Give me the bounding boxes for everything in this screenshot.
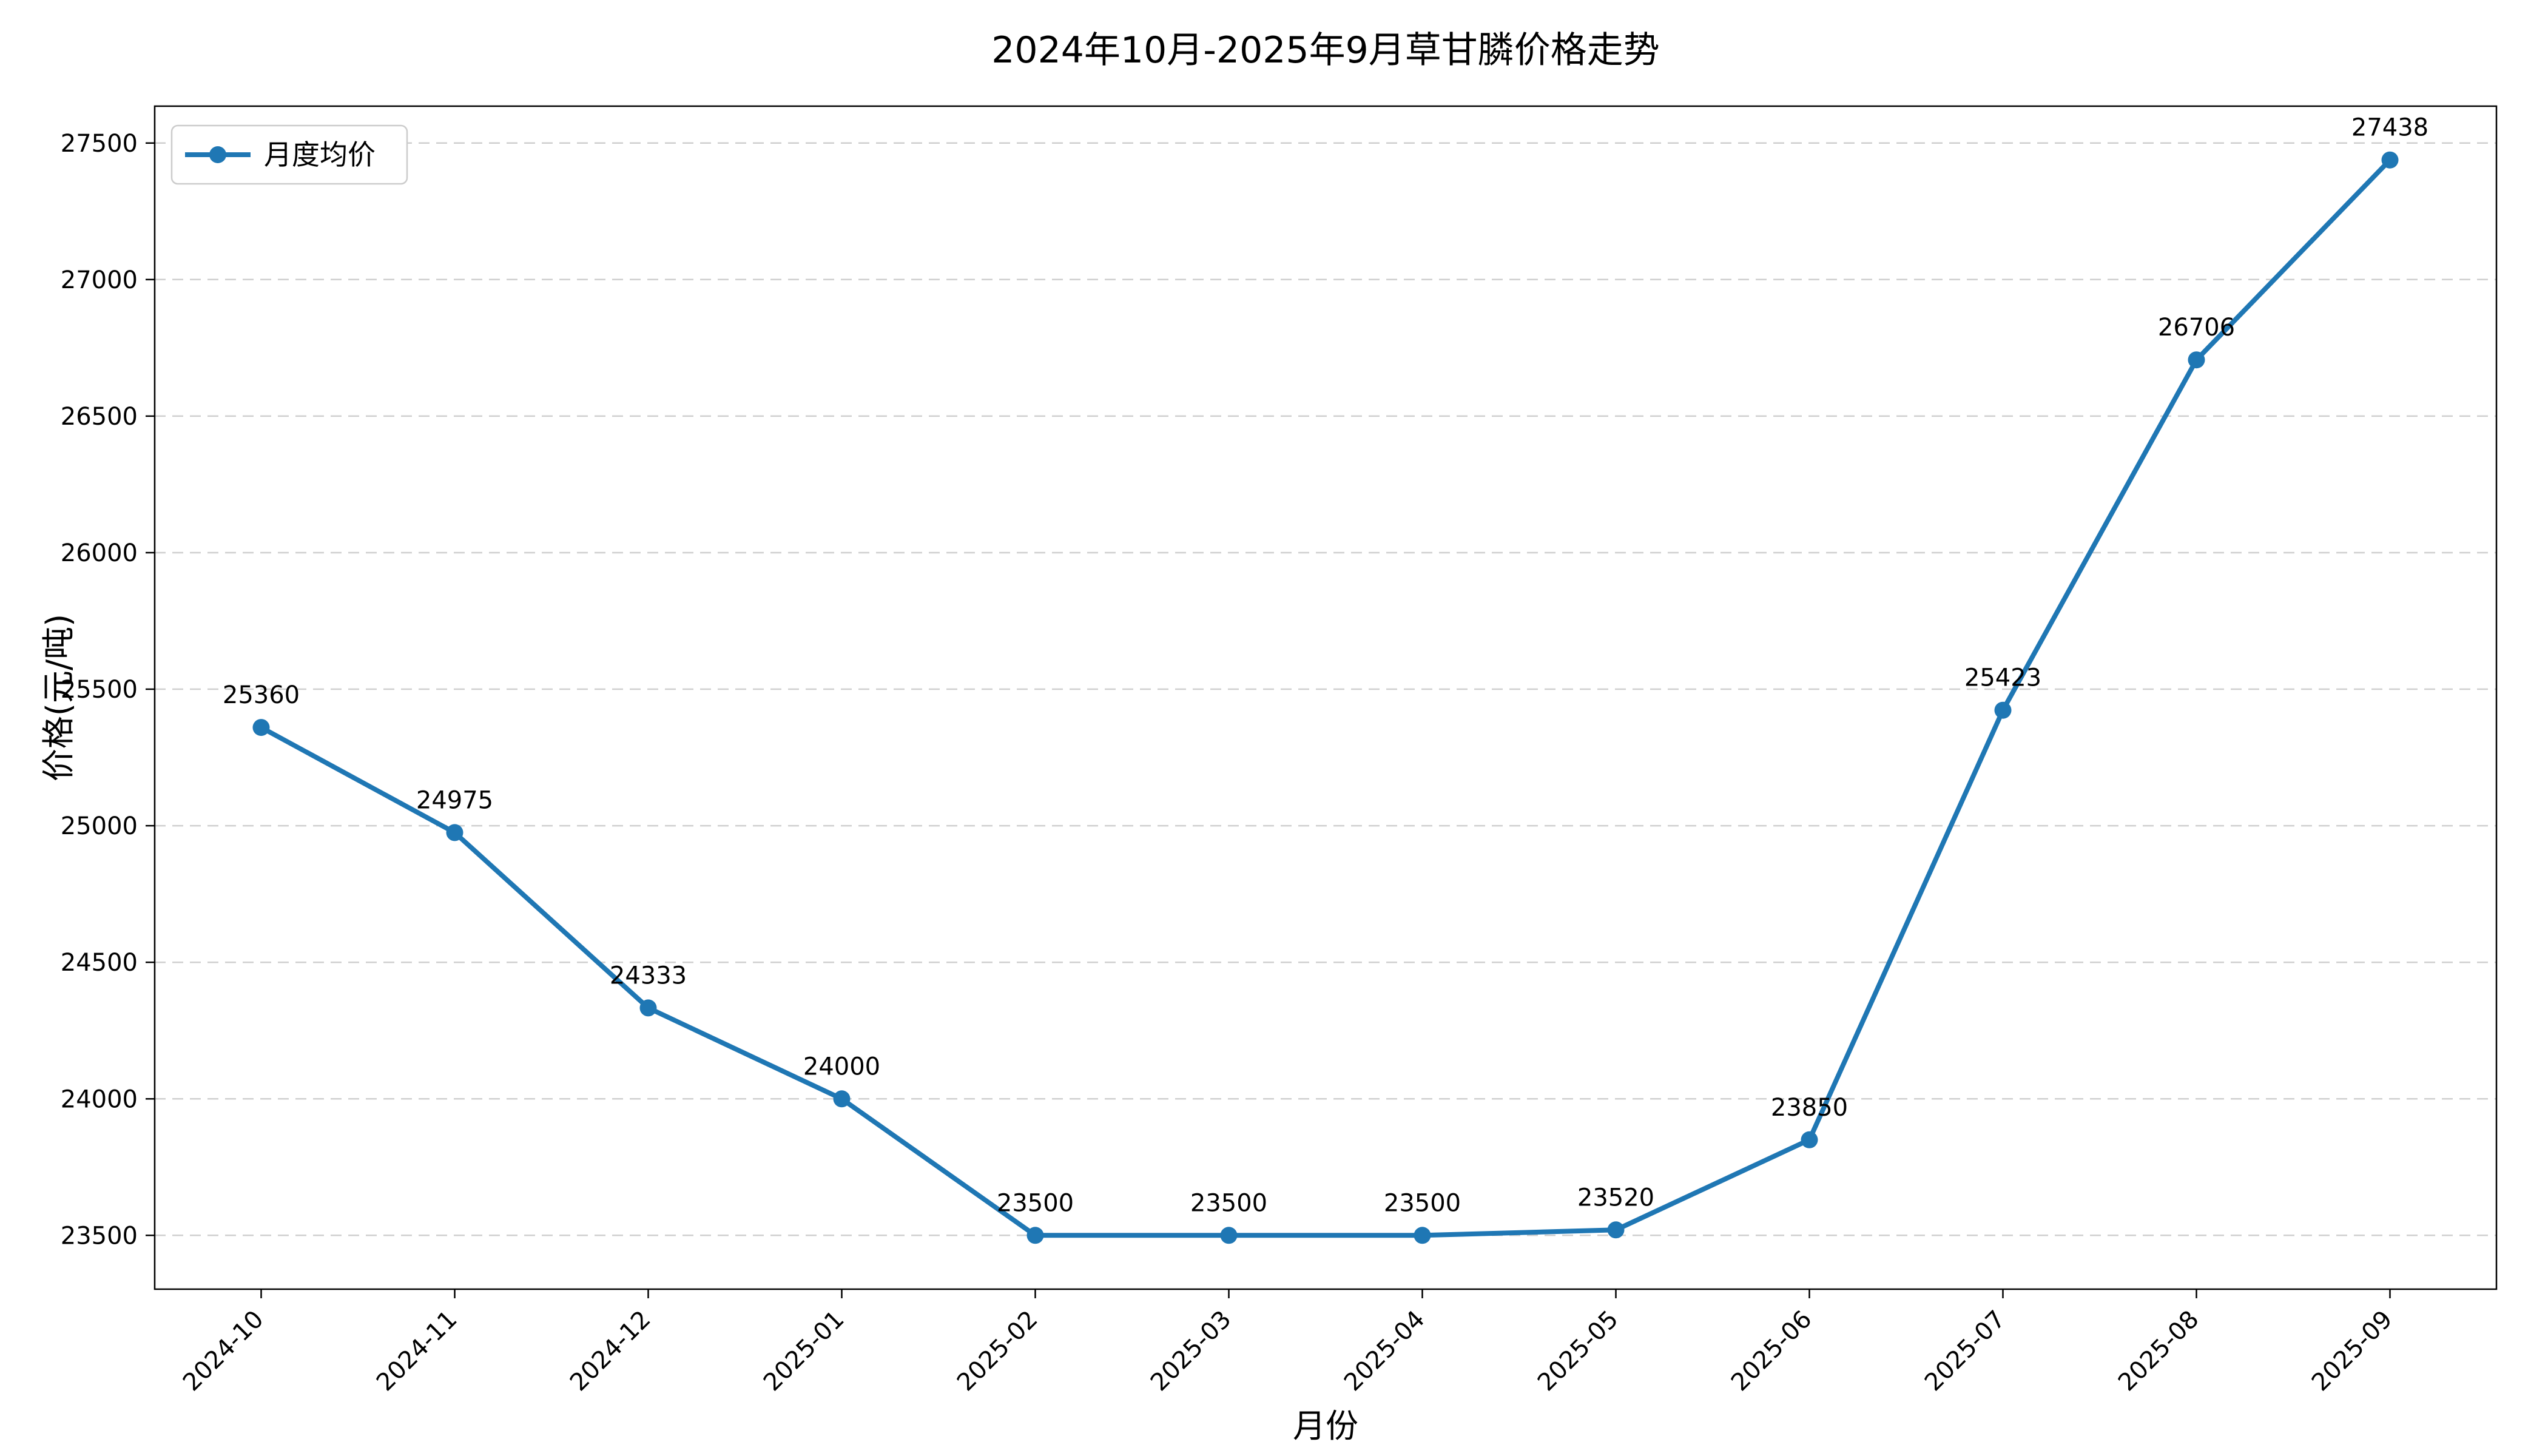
point-value-label: 27438 bbox=[2351, 114, 2428, 142]
y-axis-ticks: 23500 24000 24500 25000 25500 26000 26500 27000… bbox=[61, 130, 155, 1250]
data-point bbox=[2188, 351, 2205, 369]
data-point bbox=[1026, 1227, 1044, 1244]
point-value-label: 26706 bbox=[2158, 314, 2235, 342]
y-tick-label: 23500 bbox=[61, 1222, 138, 1250]
data-point bbox=[1414, 1227, 1431, 1244]
data-point bbox=[446, 824, 463, 841]
data-point bbox=[1220, 1227, 1238, 1244]
plot-border bbox=[153, 105, 2498, 1290]
legend-marker-sample bbox=[209, 146, 226, 163]
y-tick-label: 24500 bbox=[61, 949, 138, 977]
y-tick-label: 27000 bbox=[61, 266, 138, 294]
point-value-label: 24000 bbox=[803, 1053, 880, 1080]
x-axis-label: 月份 bbox=[1293, 1407, 1358, 1445]
data-point-markers bbox=[252, 151, 2399, 1244]
y-tick-label: 26500 bbox=[61, 403, 138, 431]
y-tick-label: 25500 bbox=[61, 676, 138, 704]
data-point bbox=[1801, 1131, 1818, 1148]
price-line bbox=[258, 157, 2393, 1238]
x-tick-label: 2025-09 bbox=[2307, 1306, 2398, 1397]
y-tick-label: 24000 bbox=[61, 1085, 138, 1113]
x-tick-label: 2025-05 bbox=[1532, 1306, 1624, 1397]
point-value-label: 23500 bbox=[1190, 1189, 1267, 1217]
data-point bbox=[1607, 1221, 1625, 1239]
x-tick-label: 2025-04 bbox=[1339, 1306, 1431, 1397]
x-tick-label: 2024-11 bbox=[371, 1306, 463, 1397]
y-tick-label: 25000 bbox=[61, 812, 138, 840]
gridlines bbox=[155, 142, 2496, 1236]
x-tick-label: 2025-08 bbox=[2113, 1306, 2205, 1397]
y-axis-label: 价格(元/吨) bbox=[39, 613, 78, 782]
x-tick-label: 2025-06 bbox=[1726, 1306, 1818, 1397]
data-point bbox=[252, 719, 270, 736]
data-point bbox=[2381, 151, 2399, 169]
data-point bbox=[1994, 701, 2012, 719]
data-point bbox=[833, 1090, 851, 1108]
legend-box bbox=[170, 124, 408, 185]
x-tick-label: 2025-07 bbox=[1919, 1306, 2011, 1397]
chart-title: 2024年10月-2025年9月草甘膦价格走势 bbox=[991, 29, 1660, 72]
x-tick-label: 2025-02 bbox=[952, 1306, 1043, 1397]
point-value-label: 24333 bbox=[610, 962, 687, 989]
y-tick-label: 26000 bbox=[61, 539, 138, 567]
point-value-label: 23520 bbox=[1577, 1184, 1654, 1212]
point-value-label: 24975 bbox=[416, 786, 493, 814]
data-point bbox=[639, 999, 657, 1017]
x-tick-label: 2025-03 bbox=[1145, 1306, 1237, 1397]
legend: 月度均价 bbox=[170, 124, 408, 185]
x-tick-label: 2024-10 bbox=[178, 1306, 269, 1397]
point-value-label: 23850 bbox=[1771, 1094, 1848, 1122]
point-value-labels: 25360 24975 24333 24000 23500 23500 23500 23520… bbox=[223, 114, 2428, 1218]
x-tick-label: 2024-12 bbox=[565, 1306, 656, 1397]
x-axis-ticks: 2024-10 2024-11 2024-12 2025-01 2025-02 2025-… bbox=[178, 1289, 2398, 1397]
point-value-label: 23500 bbox=[1384, 1189, 1461, 1217]
x-tick-label: 2025-01 bbox=[758, 1306, 850, 1397]
legend-label: 月度均价 bbox=[264, 138, 376, 171]
point-value-label: 25360 bbox=[223, 681, 300, 709]
point-value-label: 23500 bbox=[997, 1189, 1074, 1217]
y-tick-label: 27500 bbox=[61, 130, 138, 158]
point-value-label: 25423 bbox=[1964, 664, 2041, 692]
